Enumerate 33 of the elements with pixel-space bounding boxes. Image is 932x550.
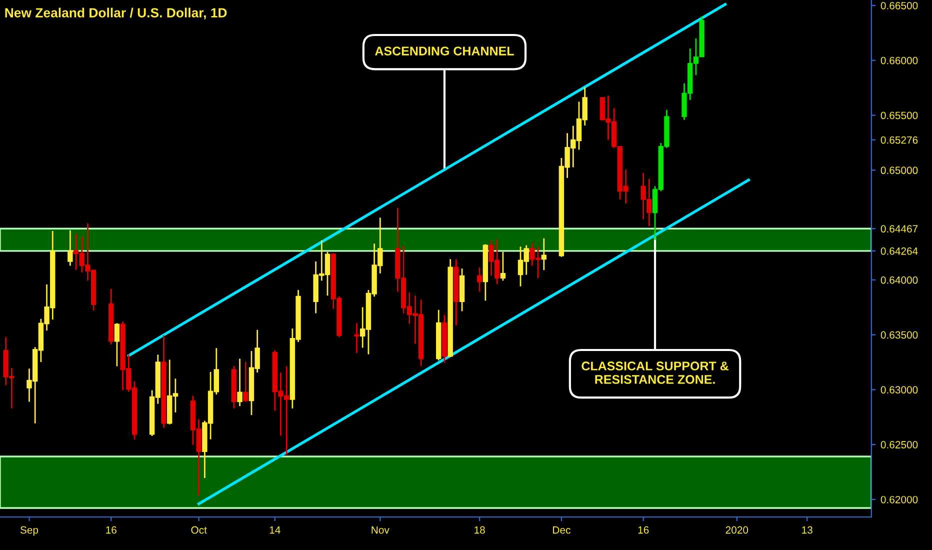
x-tick-label: Nov [372, 526, 390, 534]
y-tick-label: 0.64467 [880, 225, 918, 233]
y-tick-label: 0.65000 [880, 166, 918, 174]
x-tick-label: 2020 [726, 526, 748, 534]
x-tick-label: Dec [553, 526, 570, 534]
annotation: CLASSICAL SUPPORT & RESISTANCE ZONE. [582, 362, 728, 384]
candlestick [476, 266, 482, 292]
y-tick-label: 0.62500 [880, 441, 918, 448]
text: New Zealand Dollar / U.S. Dollar, 1D [5, 8, 227, 20]
candlestick [243, 361, 248, 402]
y-tick-label: 0.64000 [880, 276, 918, 284]
annotation: ASCENDING CHANNEL [375, 46, 514, 56]
candlestick [541, 238, 547, 271]
y-tick-label: 0.64264 [880, 247, 918, 255]
y-tick-label: 0.65276 [880, 136, 918, 144]
y-tick-label: 0.63000 [880, 386, 918, 394]
y-tick-label: 0.65500 [880, 112, 918, 120]
x-tick-label: 16 [638, 526, 649, 534]
candlestick [68, 230, 73, 266]
y-tick-label: 0.66000 [880, 56, 918, 64]
x-tick-label: 13 [802, 526, 812, 534]
x-tick-label: Oct [191, 526, 207, 534]
candlestick [237, 358, 242, 407]
y-tick-label: 0.66500 [880, 2, 918, 10]
candlestick [500, 251, 506, 282]
x-tick-label: Sep [20, 526, 38, 536]
x-tick-label: 18 [474, 526, 485, 534]
x-tick-label: 16 [106, 526, 116, 534]
y-tick-label: 0.62000 [880, 496, 918, 504]
x-tick-label: 14 [270, 526, 280, 534]
y-tick-label: 0.63500 [880, 331, 918, 339]
candlestick [354, 322, 360, 354]
candlestick [114, 322, 120, 367]
